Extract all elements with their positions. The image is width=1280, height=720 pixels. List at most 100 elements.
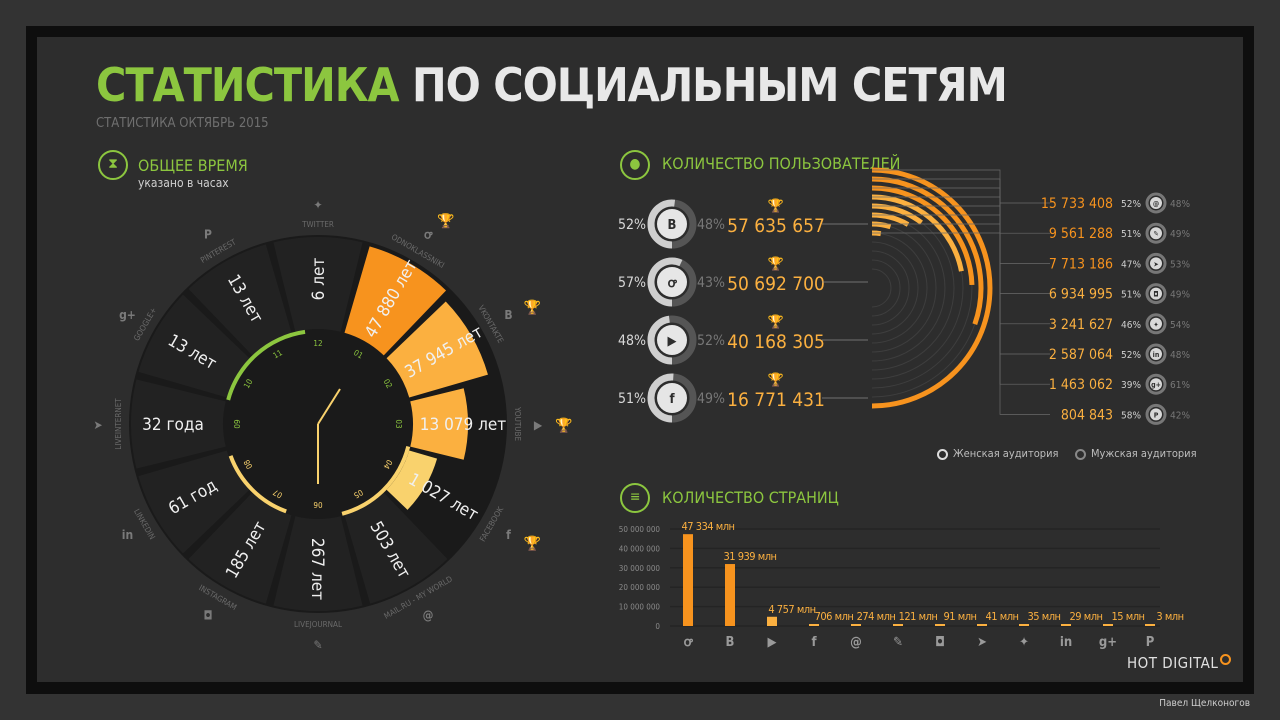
clock-segment-10 <box>138 294 250 398</box>
bar-ytick-label: 50 000 000 <box>619 525 661 534</box>
mini-ring <box>1145 192 1167 214</box>
page-subtitle: СТАТИСТИКА ОКТЯБРЬ 2015 <box>96 116 269 131</box>
trophy-icon: 🏆 <box>768 198 784 214</box>
ring-center <box>657 383 687 413</box>
googleplus-icon: g+ <box>119 308 136 322</box>
clock-value-label: 13 079 лет <box>420 415 507 435</box>
clock-segment-09 <box>131 379 226 469</box>
trophy-icon: 🏆 <box>768 314 784 330</box>
hourglass-icon: ⧗ <box>98 150 128 180</box>
livejournal-icon: ✎ <box>893 635 903 650</box>
trophy-icon: 🏆 <box>768 372 784 388</box>
pinterest-icon: P <box>1154 411 1159 419</box>
other-male-percent: 54% <box>1170 320 1190 331</box>
logo-text: HOT DIGITAL <box>1127 654 1219 672</box>
clock-value-label: 267 лет <box>307 538 327 600</box>
male-percent: 49% <box>697 391 725 407</box>
bar-ytick-label: 0 <box>655 622 660 631</box>
male-percent: 43% <box>697 275 725 291</box>
female-percent: 57% <box>618 275 646 291</box>
clock-segment-08 <box>138 450 250 554</box>
livejournal-icon: ✎ <box>313 638 322 652</box>
page-bar <box>1019 624 1029 626</box>
clock-segment-11 <box>188 244 292 356</box>
vk-icon: B <box>504 308 512 322</box>
ring-center <box>657 267 687 297</box>
pages-bar-chart: 50 000 000 40 000 000 30 000 000 20 000 000… <box>619 520 1184 650</box>
odnoklassniki-icon: ꝍ <box>424 227 433 241</box>
page-bar-label: 121 млн <box>899 610 938 623</box>
legend-female: Женская аудитория <box>937 447 1058 460</box>
female-percent: 51% <box>618 391 646 407</box>
other-female-percent: 58% <box>1121 410 1141 421</box>
document-icon: ≡ <box>620 483 650 513</box>
other-male-percent: 42% <box>1170 410 1190 421</box>
arc-guide <box>871 241 919 335</box>
hot-digital-logo: HOT DIGITAL <box>1127 654 1232 672</box>
livejournal-icon: ✎ <box>1153 230 1158 238</box>
arc-guide <box>871 250 910 326</box>
trophy-icon: 🏆 <box>524 535 542 552</box>
user-icon: ● <box>620 150 650 180</box>
facebook-icon: f <box>669 392 675 407</box>
other-user-count: 6 934 995 <box>1049 287 1113 303</box>
female-percent: 48% <box>618 333 646 349</box>
arc-guide <box>871 268 892 308</box>
page-bar-label: 15 млн <box>1112 610 1145 623</box>
linkedin-icon: in <box>1060 635 1072 650</box>
clock-segment-12 <box>273 237 363 332</box>
other-user-count: 804 843 <box>1061 407 1113 423</box>
clock-segment-04 <box>386 450 438 510</box>
legend-male-label: Мужская аудитория <box>1091 447 1197 460</box>
clock-hour-label: 05 <box>352 488 364 500</box>
facebook-icon: f <box>811 635 817 650</box>
pages-section-title: КОЛИЧЕСТВО СТРАНИЦ <box>662 488 839 507</box>
clock-network-label: LIVEJOURNAL <box>294 620 342 629</box>
clock-rim-yellow-2 <box>228 455 287 514</box>
logo-dot-icon <box>1220 654 1232 665</box>
page-bar <box>1103 624 1113 626</box>
legend-male: Мужская аудитория <box>1075 447 1197 460</box>
clock-hour-label: 03 <box>394 419 403 428</box>
user-arc <box>871 221 892 230</box>
googleplus-icon: g+ <box>1151 381 1161 389</box>
odnoklassniki-icon: ꝍ <box>684 635 694 650</box>
bar-ytick-label: 40 000 000 <box>619 544 661 553</box>
clock-network-label: YOUTUBE <box>513 406 522 441</box>
user-arcs: 15 733 408 52% @48% 9 561 288 51% ✎ 49% 7 713 1… <box>871 167 1190 425</box>
other-female-percent: 52% <box>1121 199 1141 210</box>
bar-ytick-label: 30 000 000 <box>619 564 661 573</box>
author-credit: Павел Щелконогов <box>1159 698 1250 709</box>
other-male-percent: 48% <box>1170 199 1190 210</box>
vk-icon: B <box>726 635 735 650</box>
arc-guide <box>871 214 946 362</box>
other-female-percent: 52% <box>1121 350 1141 361</box>
youtube-icon: ▶ <box>768 635 777 650</box>
arc-connector <box>872 232 1050 415</box>
page-bar-label: 47 334 млн <box>681 520 734 533</box>
other-female-percent: 51% <box>1121 290 1141 301</box>
page-bar-label: 91 млн <box>944 610 977 623</box>
mini-ring <box>1145 403 1167 425</box>
page-bar-label: 706 млн <box>815 610 854 623</box>
mini-ring-center <box>1150 378 1162 391</box>
instagram-icon: ◘ <box>203 609 212 623</box>
ring-center <box>657 209 687 239</box>
mini-ring <box>1145 283 1167 305</box>
mailru-icon: @ <box>850 635 862 650</box>
other-user-count: 2 587 064 <box>1049 347 1113 363</box>
time-section-subtitle: указано в часах <box>138 176 229 190</box>
user-count: 16 771 431 <box>727 389 825 411</box>
female-percent: 52% <box>618 217 646 233</box>
top-network-row: 51% f 49% 🏆16 771 431 <box>618 372 868 423</box>
other-user-count: 7 713 186 <box>1049 256 1113 272</box>
other-male-percent: 61% <box>1170 380 1190 391</box>
page-bar-label: 274 млн <box>857 610 896 623</box>
other-male-percent: 53% <box>1170 259 1190 270</box>
mini-ring-center <box>1150 408 1162 421</box>
clock-value-label: 32 года <box>142 415 204 435</box>
page-bar <box>683 534 693 626</box>
twitter-icon: ✦ <box>1153 321 1159 329</box>
male-percent: 48% <box>697 217 725 233</box>
other-female-percent: 51% <box>1121 229 1141 240</box>
